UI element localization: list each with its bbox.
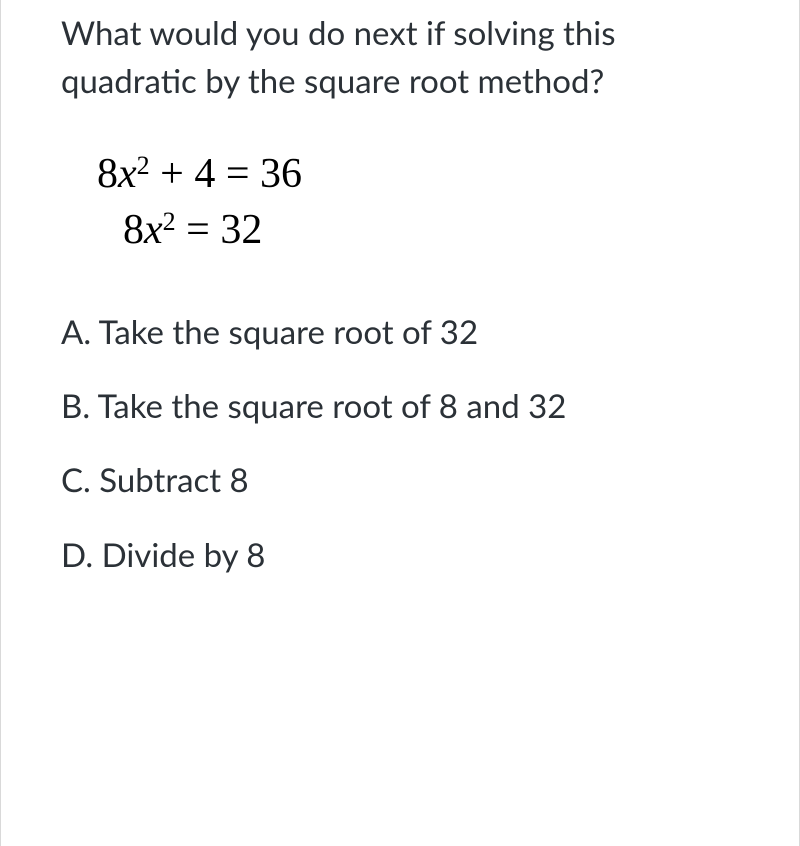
option-text: Divide by 8 xyxy=(93,535,265,575)
answer-options: A. Take the square root of 32 B. Take th… xyxy=(61,309,751,578)
eq2-var: x xyxy=(144,207,163,253)
option-letter: D. xyxy=(61,535,93,575)
eq1-rest: + 4 = 36 xyxy=(150,151,302,197)
eq2-rest: = 32 xyxy=(176,207,263,253)
option-text: Subtract 8 xyxy=(91,460,249,500)
option-a[interactable]: A. Take the square root of 32 xyxy=(61,309,751,355)
eq1-exp: 2 xyxy=(137,151,150,180)
option-b[interactable]: B. Take the square root of 8 and 32 xyxy=(61,383,751,429)
option-text: Take the square root of 8 and 32 xyxy=(90,386,566,426)
eq2-exp: 2 xyxy=(163,207,176,236)
option-letter: A. xyxy=(61,312,91,352)
question-card: What would you do next if solving this q… xyxy=(0,0,800,846)
option-text: Take the square root of 32 xyxy=(91,312,478,352)
option-letter: C. xyxy=(61,460,91,500)
option-c[interactable]: C. Subtract 8 xyxy=(61,457,751,503)
option-letter: B. xyxy=(61,386,90,426)
option-d[interactable]: D. Divide by 8 xyxy=(61,532,751,578)
eq1-var: x xyxy=(118,151,137,197)
eq1-coef: 8 xyxy=(97,151,118,197)
equation-block: 8x2 + 4 = 36 8x2 = 32 xyxy=(97,146,751,259)
equation-line-2: 8x2 = 32 xyxy=(123,202,751,259)
eq2-coef: 8 xyxy=(123,207,144,253)
question-prompt: What would you do next if solving this q… xyxy=(61,10,751,106)
equation-line-1: 8x2 + 4 = 36 xyxy=(97,146,751,203)
